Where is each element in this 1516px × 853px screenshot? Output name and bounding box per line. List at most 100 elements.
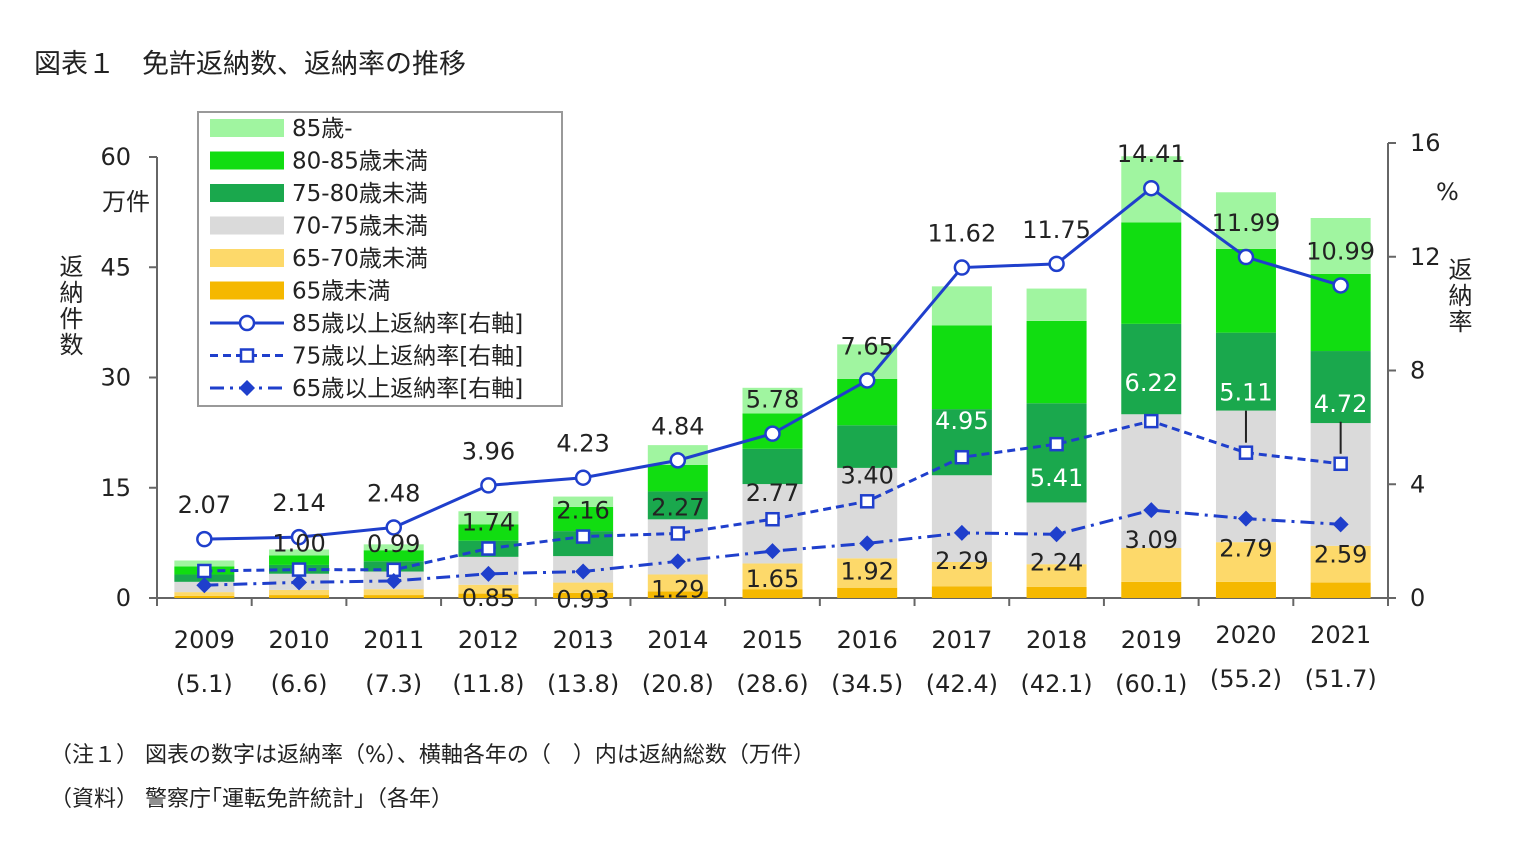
x-tick-label: 2021 [1310,621,1371,649]
rate-label-65: 2.24 [1030,548,1083,576]
rate-marker [480,565,497,582]
left-tick-label: 45 [100,253,131,281]
bar-segment [1215,332,1276,411]
bar-segment [269,589,330,596]
bar-segment [1026,586,1087,598]
right-tick-label: 0 [1410,584,1425,612]
legend-label: 65-70歳未満 [292,246,428,272]
rate-marker [480,477,497,494]
left-tick-label: 0 [116,584,131,612]
rate-label-75: 4.95 [935,407,988,435]
rate-marker [197,563,212,579]
rate-label-65: 1.29 [651,575,704,603]
bar-segment [1026,288,1087,321]
footnote: （注１） 図表の数字は返納率（%）、横軸各年の（ ）内は返納総数（万件） [50,743,815,768]
rate-marker [1144,413,1159,429]
rate-marker [481,541,496,556]
rate-label-65: 2.79 [1219,535,1272,563]
x-total-label: (7.3) [365,670,422,698]
rate-marker [291,574,308,591]
bar-segment [458,524,519,541]
bar-segment [647,574,708,592]
bar-segment [363,595,424,598]
bar-segment [837,425,898,468]
legend-label: 65歳以上返納率[右軸] [292,376,523,402]
rate-marker [291,562,307,577]
bar-segment [837,558,898,588]
bar-segment [174,592,235,596]
rate-marker [574,469,592,486]
bar-segment [363,589,424,596]
left-tick-label: 15 [100,474,131,502]
right-tick-label: 16 [1410,129,1441,157]
bar-segment [269,549,330,556]
bar-segment [174,560,235,567]
x-tick-label: 2015 [742,626,803,654]
x-tick-label: 2016 [837,626,898,654]
x-total-label: (5.1) [176,670,233,698]
bar-segment [1310,582,1371,598]
x-total-label: (34.5) [831,670,903,698]
bar-segment [1026,403,1087,503]
rate-marker [1237,248,1255,266]
x-total-label: (42.4) [926,670,998,698]
rate-marker [196,530,213,548]
bar-segment [363,550,424,562]
right-axis-label: 返納率 [1444,257,1472,335]
rate-marker [1048,255,1065,273]
rate-label-75: 5.11 [1219,379,1272,407]
rate-marker [953,524,970,541]
bar-segment [458,511,519,525]
x-axis-ticks: 2009 (5.1) 2010 (6.6) 2011 (7.3) 2012 (11.8) 201… [156,598,1389,698]
rate-label-65: 0.93 [556,586,609,614]
bar-segment [553,582,614,593]
rate-label-75: 2.27 [651,493,704,521]
rate-marker [669,452,687,469]
rate-marker [575,529,591,544]
bar-segment [553,506,614,532]
bar-segment [1310,545,1371,583]
bars [174,156,1371,598]
rate-label-85: 5.78 [746,386,799,414]
legend-swatch [210,249,284,267]
legend-label: 70-75歳未満 [292,214,428,240]
bar-segment [458,593,519,598]
rate-marker [859,535,876,552]
legend-label: 75歳以上返納率[右軸] [292,344,523,370]
x-tick-label: 2017 [931,626,992,654]
rate-marker [670,526,686,541]
bar-segment [742,387,803,414]
rate-label-65: 1.65 [746,565,799,593]
bar-segment [1121,323,1182,415]
x-total-label: (51.7) [1305,665,1377,693]
rate-marker [764,425,781,442]
x-total-label: (13.8) [547,670,619,698]
bar-segment [1310,351,1371,424]
legend-label: 65歳未満 [292,279,390,305]
rate-label-75: 6.22 [1125,369,1178,397]
bar-segment [458,584,519,594]
rate-label-65: 3.09 [1125,526,1178,554]
bar-segment [1215,542,1276,582]
legend-label: 85歳- [292,116,353,142]
bar-segment [1121,581,1182,598]
x-tick-label: 2013 [553,626,614,654]
left-axis-unit: 万件 [102,188,150,216]
rate-label-85: 2.48 [367,479,420,507]
bar-segment [647,464,708,492]
bar-segment [647,591,708,598]
rate-label-75: 2.16 [556,497,609,525]
rate-label-85: 7.65 [840,332,893,360]
rate-label-75: 0.99 [367,530,420,558]
rate-marker [669,553,686,570]
bar-segment [269,595,330,598]
rate-marker [385,519,402,536]
rate-label-85: 3.96 [462,437,515,465]
rate-marker [1238,445,1254,460]
legend-marker [238,314,256,332]
rate-marker [858,372,876,389]
rate-marker [859,494,875,509]
legend: 85歳- 80-85歳未満 75-80歳未満 70-75歳未満 65-70歳未満 65歳未… [197,111,563,407]
bar-segment [931,586,992,598]
legend-swatch [210,119,284,137]
